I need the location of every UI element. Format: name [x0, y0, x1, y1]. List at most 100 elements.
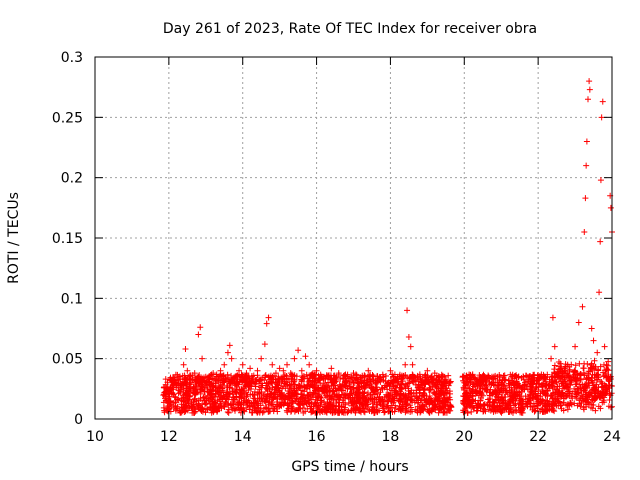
noise-marker	[177, 388, 184, 395]
noise-marker	[428, 407, 435, 414]
noise-marker	[189, 376, 196, 383]
data-point	[468, 373, 475, 380]
data-point	[557, 367, 564, 374]
noise-marker	[212, 390, 219, 397]
noise-marker	[162, 376, 169, 383]
noise-marker	[369, 386, 376, 393]
noise-marker	[247, 402, 254, 409]
noise-marker	[421, 385, 428, 392]
noise-marker	[180, 398, 187, 405]
noise-marker	[410, 389, 417, 396]
noise-marker	[584, 370, 591, 377]
noise-marker	[163, 384, 170, 391]
noise-marker	[371, 409, 378, 416]
data-point	[287, 370, 294, 377]
noise-marker	[589, 379, 596, 386]
data-point	[512, 379, 519, 386]
noise-marker	[183, 385, 190, 392]
noise-marker	[274, 408, 281, 415]
noise-marker	[409, 373, 416, 380]
noise-marker	[399, 398, 406, 405]
noise-marker	[240, 377, 247, 384]
noise-marker	[272, 389, 279, 396]
noise-marker	[307, 396, 314, 403]
noise-marker	[269, 396, 276, 403]
noise-marker	[429, 399, 436, 406]
noise-marker	[286, 383, 293, 390]
noise-marker	[201, 397, 208, 404]
noise-marker	[257, 376, 264, 383]
noise-marker	[577, 375, 584, 382]
noise-marker	[601, 394, 608, 401]
noise-marker	[421, 377, 428, 384]
noise-marker	[182, 403, 189, 410]
data-point	[263, 320, 270, 327]
noise-marker	[421, 380, 428, 387]
data-point	[272, 370, 279, 377]
noise-marker	[310, 408, 317, 414]
data-point	[535, 377, 542, 384]
noise-marker	[525, 395, 532, 402]
noise-marker	[313, 377, 320, 384]
noise-marker	[283, 407, 290, 414]
noise-marker	[186, 393, 193, 400]
noise-marker	[535, 386, 542, 393]
noise-marker	[214, 384, 221, 391]
data-point	[280, 367, 287, 374]
noise-marker	[339, 408, 346, 415]
noise-marker	[572, 362, 579, 369]
noise-marker	[249, 375, 256, 382]
data-point	[601, 343, 608, 350]
noise-marker	[415, 381, 422, 388]
data-point	[173, 382, 180, 389]
data-point	[335, 370, 342, 377]
noise-marker	[377, 389, 384, 396]
noise-marker	[327, 376, 334, 383]
noise-marker	[372, 383, 379, 390]
data-point	[597, 238, 604, 245]
data-point	[490, 373, 497, 380]
noise-marker	[475, 401, 482, 408]
noise-marker	[265, 408, 272, 415]
noise-marker	[345, 395, 352, 402]
noise-marker	[533, 380, 540, 387]
noise-marker	[282, 378, 289, 385]
noise-marker	[309, 391, 316, 398]
data-point	[584, 96, 591, 103]
noise-marker	[436, 398, 443, 405]
noise-marker	[278, 379, 285, 386]
noise-marker	[441, 408, 448, 415]
noise-marker	[586, 400, 593, 407]
data-point	[365, 367, 372, 374]
noise-marker	[220, 379, 227, 386]
noise-marker	[604, 366, 611, 373]
noise-marker	[361, 372, 368, 379]
data-point	[431, 370, 438, 377]
data-point	[581, 228, 588, 235]
noise-marker	[373, 373, 380, 380]
noise-marker	[224, 384, 231, 391]
data-point	[261, 341, 268, 348]
noise-marker	[558, 393, 565, 400]
noise-marker	[436, 403, 443, 410]
noise-marker	[440, 404, 447, 411]
noise-marker	[211, 403, 218, 410]
noise-marker	[175, 397, 182, 404]
noise-marker	[297, 395, 304, 402]
noise-marker	[526, 391, 533, 398]
noise-marker	[353, 372, 360, 379]
noise-marker	[447, 378, 454, 385]
noise-marker	[530, 384, 537, 391]
noise-marker	[414, 400, 421, 407]
noise-marker	[571, 400, 578, 407]
noise-marker	[531, 372, 538, 379]
noise-marker	[363, 397, 370, 404]
noise-marker	[416, 389, 423, 396]
noise-marker	[587, 365, 594, 372]
noise-marker	[549, 384, 556, 391]
noise-marker	[256, 378, 263, 385]
data-point	[586, 78, 593, 85]
noise-marker	[176, 408, 183, 415]
noise-marker	[375, 396, 382, 403]
